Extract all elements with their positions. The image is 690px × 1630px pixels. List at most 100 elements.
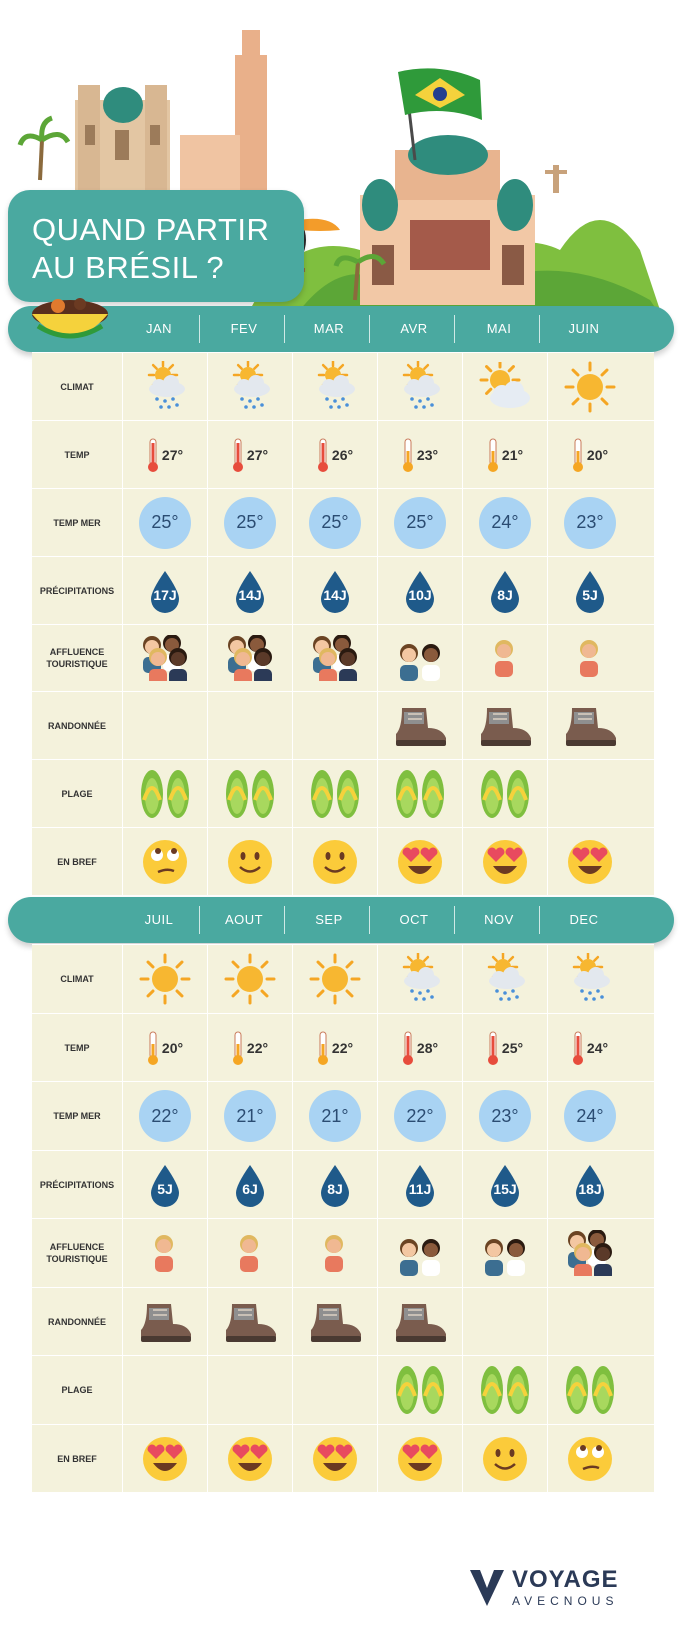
voyage-avecnous-logo: VOYAGE AVECNOUS [470, 1566, 670, 1616]
rain-days-value: 17J [153, 586, 177, 603]
sun-rain-icon [487, 953, 525, 1002]
rain-days-drop: 8J [487, 569, 523, 613]
plage-cell [463, 760, 547, 828]
row-affluence: AFFLUENCE TOURISTIQUE [32, 1218, 654, 1288]
rain-days-value: 8J [327, 1180, 343, 1197]
affluence-cell [293, 625, 377, 693]
temp-cell: 27° [123, 421, 207, 489]
plage-cell [293, 760, 377, 828]
row-plage: PLAGE [32, 1355, 654, 1425]
affluence-cell [293, 1219, 377, 1288]
affluence-cell [463, 625, 547, 693]
temp-mer-cell: 25° [378, 489, 462, 557]
title-box: QUAND PARTIR AU BRÉSIL ? [8, 190, 304, 302]
flip-flops-icon [226, 770, 274, 819]
thermometer-icon [487, 438, 498, 472]
plage-cell [548, 1356, 632, 1425]
thermometer-icon [232, 1031, 243, 1065]
temp-mer-cell: 25° [208, 489, 292, 557]
temperature-value: 22° [331, 1039, 354, 1056]
people-group-icon [400, 644, 440, 682]
row-label: TEMP [64, 1042, 90, 1053]
climat-cell [208, 945, 292, 1014]
feijoada-bowl-icon [32, 298, 108, 339]
precipitations-cell: 15J [463, 1151, 547, 1220]
sun-rain-icon [402, 953, 440, 1002]
brand-tagline: AVECNOUS [512, 1594, 619, 1608]
heart-eyes-emoji-icon [568, 840, 612, 885]
climat-cell [293, 945, 377, 1014]
climat-cell [293, 353, 377, 421]
raindrop-icon [406, 570, 434, 613]
temp-cell: 26° [293, 421, 377, 489]
rain-days-drop: 6J [232, 1163, 268, 1207]
climat-cell [208, 353, 292, 421]
climat-cell [463, 353, 547, 421]
raindrop-icon [321, 1164, 349, 1207]
plage-cell [208, 1356, 292, 1425]
randonnee-cell [463, 692, 547, 760]
plage-cell [463, 1356, 547, 1425]
climate-table-1: CLIMAT TEMP 27° 27° 26° 23° 21° 20° TEMP MER 25° 2… [32, 352, 654, 895]
row-label: PRÉCIPITATIONS [39, 585, 115, 596]
row-en-bref: EN BREF [32, 1423, 654, 1494]
hiking-boot-icon [311, 1303, 361, 1342]
affluence-cell [548, 625, 632, 693]
randonnee-cell [293, 1288, 377, 1357]
rain-days-drop: 8J [317, 1163, 353, 1207]
randonnee-cell [548, 1288, 632, 1357]
person-icon [580, 640, 598, 678]
rain-days-value: 5J [582, 586, 598, 603]
temperature-value: 22° [246, 1039, 269, 1056]
affluence-cell [378, 625, 462, 693]
sea-temperature-badge: 23° [564, 496, 616, 549]
thermometer-icon [147, 438, 158, 472]
thermometer-icon [402, 438, 413, 472]
heart-eyes-emoji-icon [313, 1436, 357, 1481]
temp-mer-cell: 23° [548, 489, 632, 557]
flip-flops-icon [396, 1366, 444, 1415]
row-label: CLIMAT [60, 974, 94, 985]
row-temp: TEMP 20° 22° 22° 28° 25° 24° [32, 1012, 654, 1083]
sun-rain-icon [317, 360, 355, 409]
thermometer-icon [317, 1031, 328, 1065]
month-divider [284, 315, 285, 343]
randonnee-cell [123, 692, 207, 760]
en-bref-cell [463, 828, 547, 896]
precipitations-cell: 8J [463, 557, 547, 625]
rain-days-drop: 5J [147, 1163, 183, 1207]
climat-cell [378, 353, 462, 421]
affluence-cell [208, 1219, 292, 1288]
month-label: OCT [399, 912, 429, 927]
precipitations-cell: 18J [548, 1151, 632, 1220]
affluence-cell [378, 1219, 462, 1288]
temperature: 25° [487, 1030, 523, 1066]
brand-name: VOYAGE [512, 1566, 619, 1593]
raindrop-icon [576, 570, 604, 613]
row-temp-mer: TEMP MER 25° 25° 25° 25° 24° 23° [32, 487, 654, 557]
temp-mer-cell: 25° [123, 489, 207, 557]
hiking-boot-icon [566, 708, 616, 747]
plage-cell [123, 760, 207, 828]
randonnee-cell [208, 692, 292, 760]
rain-days-value: 8J [497, 586, 513, 603]
temperature: 28° [402, 1030, 438, 1066]
month-label: AOUT [224, 912, 264, 927]
affluence-cell [123, 625, 207, 693]
temperature: 22° [317, 1030, 353, 1066]
row-randonnee: RANDONNÉE [32, 1286, 654, 1357]
climat-cell [378, 945, 462, 1014]
month-label: FEV [230, 321, 258, 336]
en-bref-cell [293, 828, 377, 896]
precipitations-cell: 5J [123, 1151, 207, 1220]
title-line-2: AU BRÉSIL ? [32, 250, 225, 285]
smile-emoji-icon [313, 840, 357, 885]
month-label: NOV [484, 912, 514, 927]
rain-days-value: 15J [493, 1180, 517, 1197]
temperature: 27° [147, 437, 183, 473]
people-group-icon [568, 1230, 612, 1277]
rain-days-drop: 14J [317, 569, 353, 613]
rio-skyline-illustration [17, 30, 660, 315]
rain-days-drop: 14J [232, 569, 268, 613]
climat-cell [463, 945, 547, 1014]
